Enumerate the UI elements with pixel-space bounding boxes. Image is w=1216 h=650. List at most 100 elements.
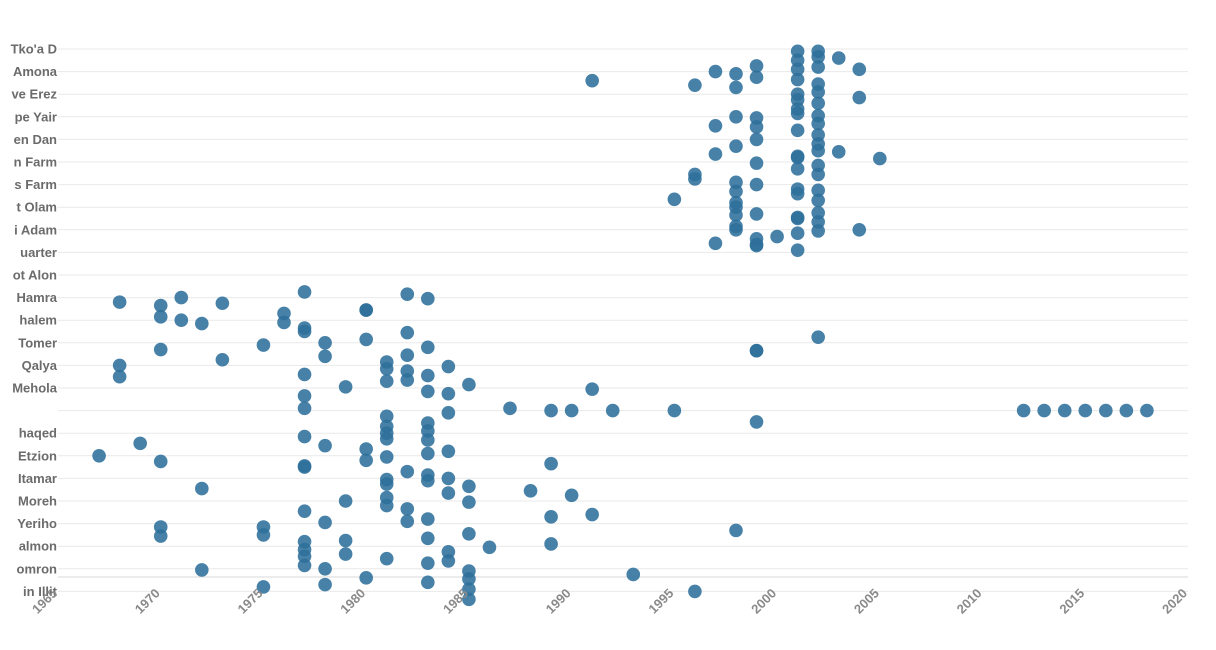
data-point [1037, 403, 1051, 418]
data-point [667, 403, 682, 418]
x-tick-label: 1980 [337, 586, 368, 617]
data-point [256, 528, 271, 542]
data-point [297, 429, 312, 444]
y-tick-label: Tomer [18, 335, 57, 350]
y-tick-label: Yeriho [17, 516, 57, 531]
data-point [153, 454, 168, 469]
data-point [462, 582, 476, 596]
data-points [92, 44, 1154, 607]
data-point [811, 224, 825, 238]
data-point [359, 571, 373, 585]
y-tick-label: uarter [20, 245, 57, 260]
data-point [256, 580, 271, 594]
data-point [790, 106, 805, 121]
data-point [400, 325, 415, 340]
data-point [441, 444, 456, 459]
data-point [729, 80, 743, 95]
data-point [297, 389, 312, 403]
data-point [174, 313, 189, 328]
data-point [852, 62, 867, 77]
data-point [297, 504, 312, 518]
y-tick-label: Mehola [12, 381, 58, 396]
data-point [852, 223, 867, 237]
data-point [790, 161, 805, 176]
data-point [379, 361, 394, 376]
data-point [729, 67, 743, 81]
data-point [749, 415, 764, 429]
data-point [462, 526, 476, 541]
data-point [400, 514, 415, 529]
data-point [852, 90, 867, 105]
y-tick-label: Qalya [22, 358, 58, 373]
data-point [462, 377, 476, 392]
x-tick-label: 1990 [543, 586, 574, 617]
data-point [544, 537, 558, 551]
data-point [359, 453, 373, 468]
data-point [729, 223, 743, 237]
data-point [462, 495, 476, 509]
data-point [585, 73, 599, 88]
data-point [277, 315, 291, 330]
data-point [297, 460, 312, 474]
y-tick-label: Moreh [18, 494, 57, 509]
data-point [318, 515, 332, 530]
data-point [379, 409, 394, 424]
data-point [338, 533, 353, 548]
data-point [585, 382, 599, 396]
data-point [523, 484, 538, 498]
data-point [667, 192, 682, 207]
y-tick-label: i Adam [14, 222, 57, 237]
data-point [215, 352, 230, 367]
data-point [359, 303, 373, 317]
y-tick-label: Tko'a D [11, 42, 57, 57]
data-point [790, 72, 805, 87]
data-point [153, 310, 168, 324]
data-point [626, 567, 641, 582]
data-point [462, 592, 476, 607]
y-tick-label: Itamar [18, 471, 57, 486]
data-point [811, 116, 825, 131]
data-point [749, 207, 764, 221]
y-tick-label: haqed [19, 426, 57, 441]
data-point [400, 373, 415, 387]
data-point [1119, 403, 1134, 418]
data-point [729, 523, 743, 538]
data-point [421, 291, 435, 306]
data-point [811, 85, 825, 99]
data-point [379, 450, 394, 464]
data-point [790, 150, 805, 165]
y-tick-label: Etzion [18, 448, 57, 463]
data-point [811, 193, 825, 208]
data-point [441, 359, 456, 374]
y-tick-label: omron [17, 561, 58, 576]
data-point [297, 285, 312, 299]
data-point [112, 358, 127, 373]
data-point [564, 488, 579, 503]
data-point [729, 184, 743, 199]
x-tick-label: 2015 [1056, 586, 1087, 617]
data-point [1140, 403, 1154, 418]
data-point [1099, 403, 1113, 418]
data-point [441, 386, 456, 401]
y-tick-label: t Olam [17, 200, 57, 215]
data-point [770, 229, 784, 244]
data-point [153, 342, 168, 357]
data-point [688, 584, 702, 599]
data-point [790, 243, 805, 257]
data-point [338, 494, 353, 508]
data-point [790, 123, 805, 138]
data-point [421, 368, 435, 383]
data-point [1016, 403, 1031, 418]
data-point [729, 208, 743, 222]
data-point [688, 172, 702, 186]
data-point [112, 295, 127, 309]
data-point [811, 330, 825, 344]
data-point [421, 556, 435, 570]
data-point [790, 186, 805, 201]
data-point [338, 380, 353, 394]
data-point [708, 236, 723, 251]
data-point [379, 551, 394, 566]
data-point [749, 343, 764, 358]
y-tick-label: s Farm [14, 177, 57, 192]
